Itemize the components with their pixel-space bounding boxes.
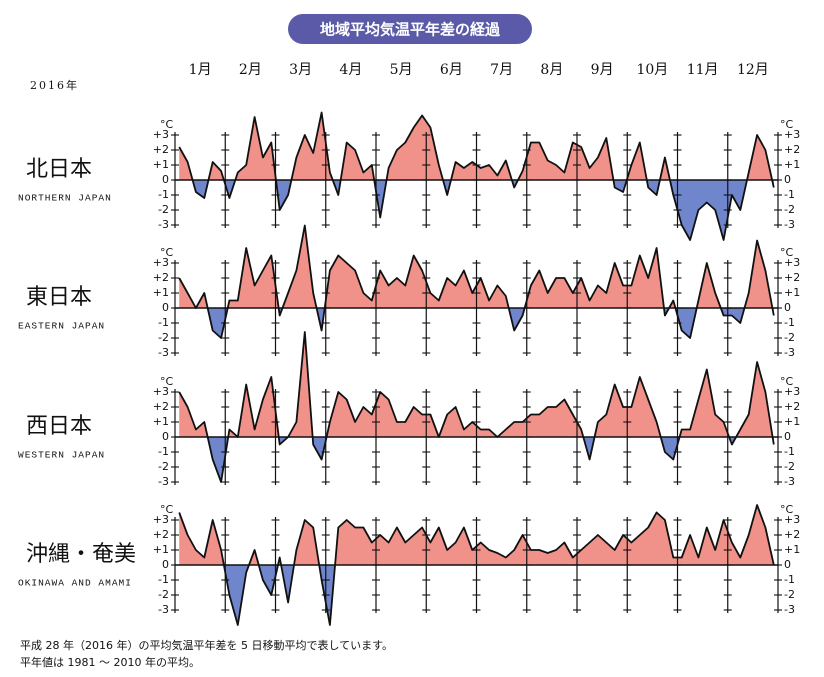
- y-tick-label: +3: [153, 385, 169, 398]
- y-tick-label: 0: [162, 558, 169, 571]
- anomaly-line: [178, 331, 775, 483]
- y-tick-label: -3: [158, 603, 169, 616]
- region-label: 沖縄・奄美: [26, 542, 136, 567]
- y-tick-label: -3: [784, 218, 795, 231]
- y-tick-label: +2: [153, 143, 169, 156]
- y-tick-label: -2: [158, 460, 169, 473]
- y-tick-label: +3: [784, 128, 800, 141]
- y-tick-label: +3: [784, 256, 800, 269]
- region-sublabel: EASTERN JAPAN: [18, 321, 105, 332]
- unit-label: °C: [160, 246, 174, 259]
- y-tick-label: -1: [784, 573, 795, 586]
- month-label: 4月: [339, 62, 362, 78]
- y-tick-label: +2: [784, 271, 800, 284]
- month-label: 2月: [239, 62, 262, 78]
- anomaly-line: [178, 111, 775, 241]
- y-tick-label: +1: [153, 286, 169, 299]
- y-tick-label: 0: [784, 430, 791, 443]
- month-label: 1月: [189, 62, 212, 78]
- y-tick-label: +1: [153, 543, 169, 556]
- y-tick-label: -1: [158, 188, 169, 201]
- positive-area: [179, 332, 774, 437]
- month-label: 3月: [289, 62, 312, 78]
- unit-label: °C: [160, 118, 174, 131]
- y-tick-label: -3: [784, 603, 795, 616]
- title-pill: [288, 14, 532, 44]
- y-tick-label: -3: [158, 475, 169, 488]
- y-tick-label: +2: [153, 400, 169, 413]
- y-tick-label: +3: [153, 256, 169, 269]
- region-sublabel: NORTHERN JAPAN: [18, 193, 112, 204]
- chart-title: 地域平均気温平年差の経過: [320, 21, 501, 39]
- y-tick-label: 0: [162, 173, 169, 186]
- y-tick-label: +3: [784, 385, 800, 398]
- y-tick-label: 0: [162, 430, 169, 443]
- y-tick-label: -3: [158, 218, 169, 231]
- y-tick-label: -1: [158, 316, 169, 329]
- y-tick-label: -2: [784, 588, 795, 601]
- unit-label: °C: [160, 503, 174, 516]
- month-label: 6月: [440, 62, 463, 78]
- y-tick-label: -1: [784, 188, 795, 201]
- region-sublabel: WESTERN JAPAN: [18, 450, 105, 461]
- month-label: 9月: [591, 62, 614, 78]
- y-tick-label: -2: [158, 331, 169, 344]
- y-tick-label: +3: [153, 513, 169, 526]
- region-label: 西日本: [26, 414, 92, 439]
- month-label: 7月: [490, 62, 513, 78]
- y-tick-label: +2: [784, 143, 800, 156]
- y-tick-label: +2: [784, 528, 800, 541]
- y-tick-label: -2: [784, 460, 795, 473]
- footnote: 平年値は 1981 ～ 2010 年の平均。: [20, 655, 200, 669]
- year-label: 2016年: [30, 78, 79, 92]
- y-tick-label: +3: [784, 513, 800, 526]
- y-tick-label: -1: [784, 445, 795, 458]
- y-tick-label: -3: [158, 346, 169, 359]
- month-label: 5月: [390, 62, 413, 78]
- unit-label: °C: [780, 246, 794, 259]
- y-tick-label: +1: [153, 158, 169, 171]
- y-tick-label: -3: [784, 346, 795, 359]
- y-tick-label: 0: [784, 301, 791, 314]
- y-tick-label: -2: [158, 203, 169, 216]
- unit-label: °C: [780, 503, 794, 516]
- unit-label: °C: [160, 375, 174, 388]
- y-tick-label: 0: [162, 301, 169, 314]
- y-tick-label: -1: [784, 316, 795, 329]
- y-tick-label: +1: [784, 286, 800, 299]
- y-tick-label: 0: [784, 558, 791, 571]
- y-tick-label: -2: [784, 203, 795, 216]
- anomaly-line: [178, 224, 775, 339]
- y-tick-label: -2: [784, 331, 795, 344]
- footnote: 平成 28 年（2016 年）の平均気温平年差を 5 日移動平均で表しています。: [20, 638, 393, 652]
- y-tick-label: -3: [784, 475, 795, 488]
- negative-area: [179, 180, 774, 240]
- y-tick-label: +1: [784, 415, 800, 428]
- y-tick-label: +3: [153, 128, 169, 141]
- y-tick-label: +2: [784, 400, 800, 413]
- month-label: 11月: [687, 62, 719, 78]
- y-tick-label: +1: [784, 158, 800, 171]
- y-tick-label: -1: [158, 573, 169, 586]
- unit-label: °C: [780, 375, 794, 388]
- region-label: 北日本: [26, 157, 92, 182]
- month-label: 8月: [540, 62, 563, 78]
- month-label: 12月: [737, 62, 769, 78]
- region-sublabel: OKINAWA AND AMAMI: [18, 578, 132, 589]
- y-tick-label: +2: [153, 528, 169, 541]
- unit-label: °C: [780, 118, 794, 131]
- region-label: 東日本: [26, 285, 92, 310]
- month-label: 10月: [636, 62, 668, 78]
- y-tick-label: +1: [784, 543, 800, 556]
- y-tick-label: -2: [158, 588, 169, 601]
- y-tick-label: -1: [158, 445, 169, 458]
- y-tick-label: +1: [153, 415, 169, 428]
- y-tick-label: +2: [153, 271, 169, 284]
- y-tick-label: 0: [784, 173, 791, 186]
- anomaly-line: [178, 504, 775, 626]
